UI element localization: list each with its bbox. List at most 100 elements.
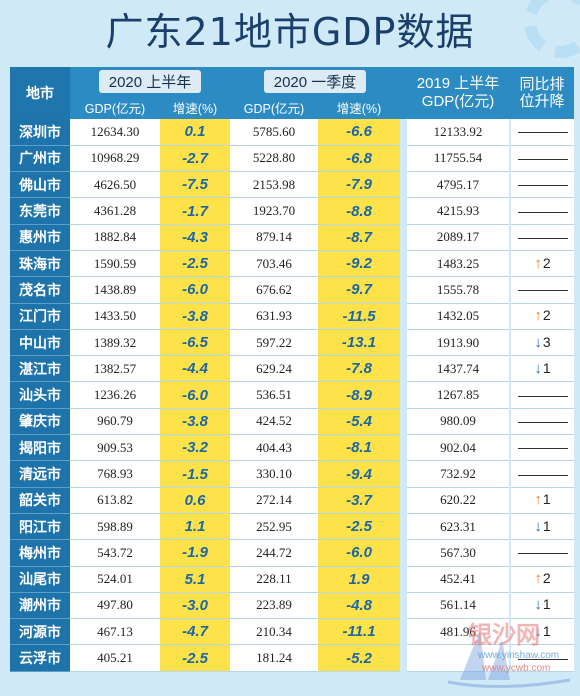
city-cell: 江门市 — [10, 303, 70, 330]
gdp-2020q1-cell: 2153.98 — [230, 171, 319, 199]
rank-change-value: 2 — [542, 570, 551, 587]
gdp-2019h1-cell: 11755.54 — [405, 145, 511, 173]
gdp-2020h1-cell: 1389.32 — [70, 329, 160, 357]
rank-change-value: 1 — [542, 491, 551, 508]
column-gap — [400, 566, 407, 593]
column-gap — [400, 460, 407, 488]
growth-2020q1-cell: -7.9 — [318, 171, 401, 199]
gdp-2019h1-cell: 1555.78 — [405, 276, 511, 304]
growth-2020h1-cell: -3.0 — [160, 592, 231, 620]
city-cell: 湛江市 — [10, 355, 70, 383]
growth-2020q1-cell: -7.8 — [318, 355, 401, 383]
column-gap — [400, 119, 407, 146]
rank-change-cell: ↓1 — [509, 592, 575, 620]
gdp-table: 地市 2020 上半年 2020 一季度 2019 上半年 GDP(亿元) 同比… — [10, 67, 575, 672]
growth-2020h1-cell: 5.1 — [160, 566, 231, 593]
table-row: 东莞市 4361.28 -1.7 1923.70 -8.8 4215.93 — [10, 197, 575, 225]
growth-2020q1-cell: -8.8 — [318, 197, 401, 225]
gdp-2020h1-cell: 960.79 — [70, 408, 160, 436]
city-cell: 潮州市 — [10, 592, 70, 620]
gdp-2019h1-cell: 1267.85 — [405, 381, 511, 409]
growth-2020h1-cell: -2.5 — [160, 250, 231, 278]
gdp-2019h1-cell: 623.31 — [405, 513, 511, 541]
header-h1-gdp: GDP(亿元) — [70, 95, 160, 119]
growth-2020q1-cell: -4.8 — [318, 592, 401, 620]
gdp-2019h1-cell: 567.30 — [405, 539, 511, 567]
table-row: 广州市 10968.29 -2.7 5228.80 -6.8 11755.54 — [10, 145, 575, 173]
gdp-2019h1-cell: 1913.90 — [405, 329, 511, 357]
gdp-2020h1-cell: 497.80 — [70, 592, 160, 620]
gdp-2020q1-cell: 1923.70 — [230, 197, 319, 225]
rank-change-cell: ↓1 — [509, 513, 575, 541]
arrow-down-icon: ↓ — [534, 597, 542, 614]
growth-2020q1-cell: -5.4 — [318, 408, 401, 436]
growth-2020h1-cell: -3.8 — [160, 303, 231, 330]
table-row: 韶关市 613.82 0.6 272.14 -3.7 620.22 ↑1 — [10, 487, 575, 514]
growth-2020q1-cell: -11.1 — [318, 618, 401, 646]
city-cell: 清远市 — [10, 460, 70, 488]
no-change-dash-icon — [517, 185, 568, 187]
no-change-dash-icon — [517, 421, 568, 423]
gdp-2020q1-cell: 330.10 — [230, 460, 319, 488]
gdp-2020q1-cell: 223.89 — [230, 592, 319, 620]
gdp-2020h1-cell: 543.72 — [70, 539, 160, 567]
growth-2020h1-cell: -4.4 — [160, 355, 231, 383]
city-cell: 韶关市 — [10, 487, 70, 514]
gdp-2020q1-cell: 5228.80 — [230, 145, 319, 173]
arrow-up-icon: ↑ — [534, 492, 542, 509]
gdp-2019h1-cell: 732.92 — [405, 460, 511, 488]
no-change-dash-icon — [517, 658, 568, 660]
gdp-2019h1-cell: 12133.92 — [405, 119, 511, 146]
gdp-2020h1-cell: 598.89 — [70, 513, 160, 541]
gdp-2020h1-cell: 524.01 — [70, 566, 160, 593]
header-rank-line2: 位升降 — [519, 93, 565, 110]
gdp-2020h1-cell: 10968.29 — [70, 145, 160, 173]
gdp-2019h1-cell: 980.09 — [405, 408, 511, 436]
gdp-2020q1-cell: 5785.60 — [230, 119, 319, 146]
header-gap — [400, 67, 407, 119]
gdp-2020h1-cell: 909.53 — [70, 434, 160, 462]
no-change-dash-icon — [517, 132, 568, 134]
header-2020h1-label: 2020 上半年 — [98, 69, 202, 93]
gdp-2020h1-cell: 1382.57 — [70, 355, 160, 383]
gdp-2020q1-cell: 879.14 — [230, 224, 319, 251]
growth-2020h1-cell: -3.2 — [160, 434, 231, 462]
city-cell: 汕头市 — [10, 381, 70, 409]
city-cell: 揭阳市 — [10, 434, 70, 462]
table-row: 珠海市 1590.59 -2.5 703.46 -9.2 1483.25 ↑2 — [10, 250, 575, 278]
growth-2020h1-cell: 0.1 — [160, 119, 231, 146]
growth-2020q1-cell: 1.9 — [318, 566, 401, 593]
rank-change-value: 2 — [542, 307, 551, 324]
city-cell: 佛山市 — [10, 171, 70, 199]
gdp-2020h1-cell: 768.93 — [70, 460, 160, 488]
growth-2020h1-cell: -1.5 — [160, 460, 231, 488]
growth-2020q1-cell: -2.5 — [318, 513, 401, 541]
table-row: 湛江市 1382.57 -4.4 629.24 -7.8 1437.74 ↓1 — [10, 355, 575, 383]
growth-2020q1-cell: -9.4 — [318, 460, 401, 488]
gdp-2019h1-cell: 620.22 — [405, 487, 511, 514]
table-row: 揭阳市 909.53 -3.2 404.43 -8.1 902.04 — [10, 434, 575, 462]
arrow-up-icon: ↑ — [534, 255, 542, 272]
city-cell: 东莞市 — [10, 197, 70, 225]
table-row: 佛山市 4626.50 -7.5 2153.98 -7.9 4795.17 — [10, 171, 575, 199]
growth-2020q1-cell: -9.2 — [318, 250, 401, 278]
growth-2020h1-cell: -2.5 — [160, 644, 231, 672]
no-change-dash-icon — [517, 448, 568, 450]
rank-change-value: 2 — [542, 254, 551, 271]
gdp-2020h1-cell: 1433.50 — [70, 303, 160, 330]
rank-change-cell: ↑1 — [509, 487, 575, 514]
rank-change-cell — [509, 119, 575, 146]
header-q1-growth: 增速(%) — [318, 95, 401, 119]
city-cell: 中山市 — [10, 329, 70, 357]
column-gap — [400, 487, 407, 514]
gdp-2020q1-cell: 629.24 — [230, 355, 319, 383]
growth-2020q1-cell: -6.0 — [318, 539, 401, 567]
rank-change-cell: ↑2 — [509, 566, 575, 593]
no-change-dash-icon — [517, 474, 568, 476]
table-row: 茂名市 1438.89 -6.0 676.62 -9.7 1555.78 — [10, 276, 575, 304]
gdp-2020q1-cell: 272.14 — [230, 487, 319, 514]
watermark-text: 银沙网 — [468, 621, 540, 649]
header-rank: 同比排 位升降 — [510, 67, 575, 119]
growth-2020q1-cell: -8.1 — [318, 434, 401, 462]
growth-2020q1-cell: -3.7 — [318, 487, 401, 514]
